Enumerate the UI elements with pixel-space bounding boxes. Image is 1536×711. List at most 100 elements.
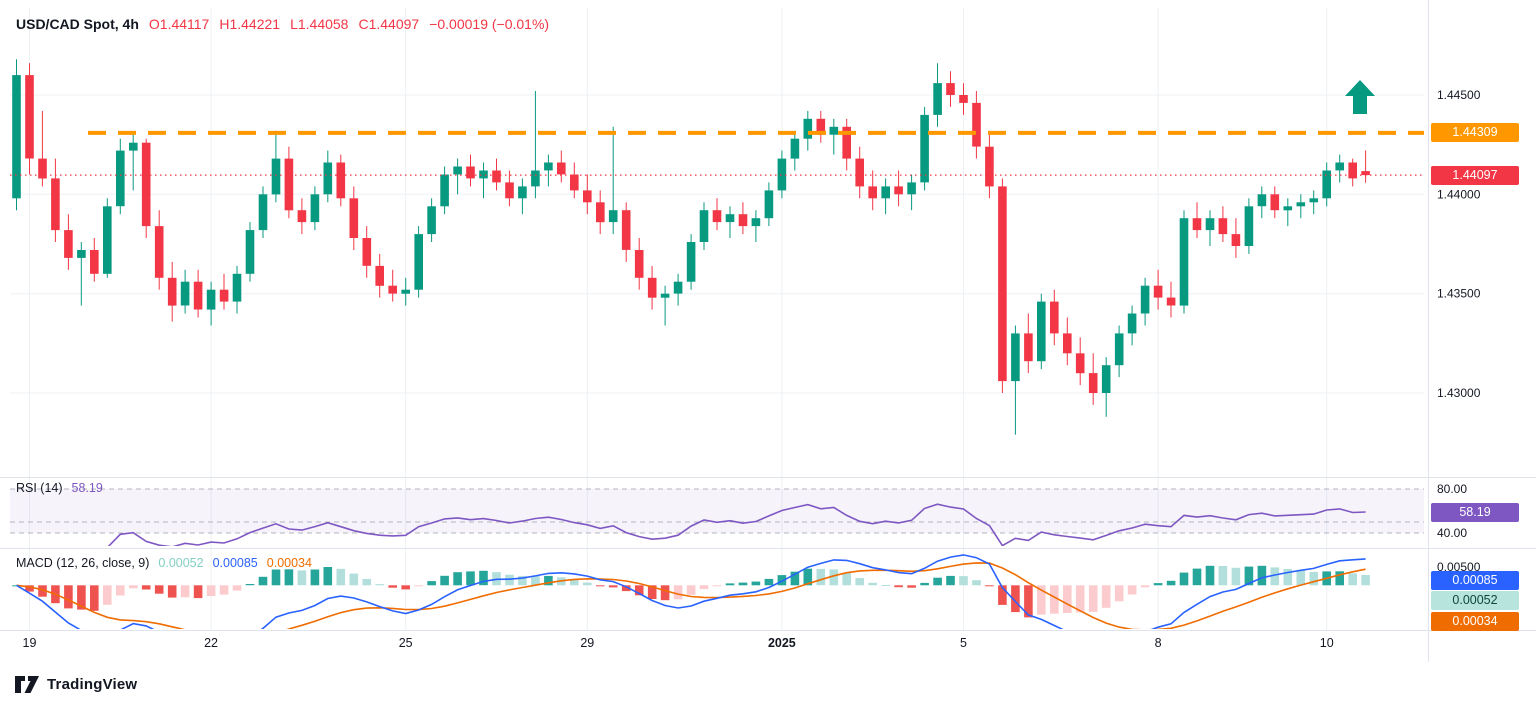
macd-histogram-bar <box>1348 573 1357 586</box>
candle-body <box>103 206 112 274</box>
macd-signal-value: 0.00034 <box>266 556 312 570</box>
candle-body <box>375 265 384 286</box>
candle <box>712 198 722 231</box>
macd-histogram-bar <box>1205 565 1215 586</box>
symbol-title[interactable]: USD/CAD Spot, 4h <box>16 16 139 32</box>
candle <box>518 178 527 215</box>
candle-body <box>1037 301 1046 362</box>
candle <box>842 118 851 171</box>
macd-histogram-bar <box>77 585 86 610</box>
macd-histogram-bar <box>1270 567 1280 586</box>
candle-body <box>77 250 86 258</box>
macd-histogram-bar <box>673 585 683 600</box>
candle <box>466 154 475 187</box>
macd-histogram-bar <box>777 575 787 586</box>
candle <box>1114 325 1124 378</box>
ohlc-close: C1.44097 <box>358 16 420 32</box>
macd-histogram-bar <box>90 585 99 611</box>
macd-histogram-bar <box>1296 570 1306 586</box>
candle <box>1179 210 1189 314</box>
candle-body <box>1050 301 1059 334</box>
macd-histogram-bar <box>998 585 1007 605</box>
time-axis[interactable]: 19 22 25 29 2025 5 8 10 <box>0 636 1428 660</box>
ohlc-low: L1.44058 <box>290 16 349 32</box>
candle <box>25 63 34 175</box>
candle <box>12 59 21 211</box>
candle <box>725 206 735 238</box>
macd-histogram-bar <box>972 580 981 586</box>
candle-body <box>284 158 294 211</box>
price-axis-label: 1.44000 <box>1437 187 1481 201</box>
candle <box>634 238 644 290</box>
ohlc-open: O1.44117 <box>148 16 210 32</box>
candle <box>1296 194 1306 219</box>
candle-body <box>479 170 488 179</box>
macd-histogram-bar <box>686 585 696 595</box>
candle <box>1309 190 1319 215</box>
macd-histogram-bar <box>881 585 890 586</box>
macd-histogram-bar <box>116 585 125 596</box>
candle-body <box>621 210 631 250</box>
ohlc-change: −0.00019 (−0.01%) <box>429 16 550 32</box>
candle <box>1231 218 1241 258</box>
candle <box>621 202 631 262</box>
candle-body <box>842 126 851 159</box>
candle <box>1011 325 1020 435</box>
macd-histogram-bar <box>180 585 190 598</box>
candle-body <box>1270 194 1280 211</box>
macd-histogram-bar <box>258 576 268 586</box>
up-arrow-annotation[interactable] <box>1345 80 1375 114</box>
candle <box>868 170 877 211</box>
candle <box>1322 162 1331 207</box>
macd-histogram-bar <box>103 585 112 605</box>
macd-histogram-bar <box>1361 575 1370 586</box>
candle-body <box>596 202 605 223</box>
candle-body <box>686 242 696 282</box>
macd-histogram-bar <box>738 582 748 586</box>
candle-body <box>1127 313 1137 334</box>
rsi-upper-tick: 80.00 <box>1437 482 1468 496</box>
candle <box>297 198 307 235</box>
candle <box>933 63 942 127</box>
candle <box>167 261 177 322</box>
candle-body <box>608 210 618 223</box>
candle <box>738 202 748 235</box>
macd-histogram-bar <box>1244 566 1254 586</box>
macd-histogram-bar <box>1050 585 1059 614</box>
candle <box>401 277 410 306</box>
candle-body <box>1283 206 1293 211</box>
candle-body <box>855 158 864 187</box>
candle <box>764 182 774 227</box>
candle <box>414 226 423 298</box>
candle-body <box>414 234 423 290</box>
symbol-ohlc-bar: USD/CAD Spot, 4h O1.44117 H1.44221 L1.44… <box>16 16 549 32</box>
macd-signal-badge: 0.00034 <box>1431 612 1519 631</box>
candle-body <box>790 138 800 159</box>
macd-histogram-bar <box>816 568 826 586</box>
macd-legend[interactable]: MACD (12, 26, close, 9) 0.00052 0.00085 … <box>16 556 312 570</box>
candle-body <box>1335 162 1344 171</box>
candle <box>1101 357 1111 417</box>
candle-body <box>1192 218 1202 231</box>
candle <box>1348 158 1357 187</box>
candle <box>1037 293 1046 370</box>
tradingview-watermark[interactable]: TradingView <box>14 674 137 694</box>
macd-histogram-bar <box>453 572 462 586</box>
price-axis-label: 1.43000 <box>1437 386 1481 400</box>
macd-value-badge: 0.00085 <box>1431 571 1519 590</box>
candle <box>660 285 670 326</box>
candle <box>1205 210 1215 246</box>
rsi-legend[interactable]: RSI (14) 58.19 <box>16 481 103 495</box>
candle-body <box>1218 218 1228 235</box>
candle-body <box>12 75 21 199</box>
candle-body <box>959 95 968 103</box>
candle-body <box>1140 285 1150 314</box>
candle-body <box>1101 365 1111 393</box>
candle-body <box>1296 202 1306 207</box>
candle-body <box>738 214 748 227</box>
candle <box>1153 269 1163 310</box>
candle-body <box>51 178 60 231</box>
candle-body <box>647 277 657 298</box>
